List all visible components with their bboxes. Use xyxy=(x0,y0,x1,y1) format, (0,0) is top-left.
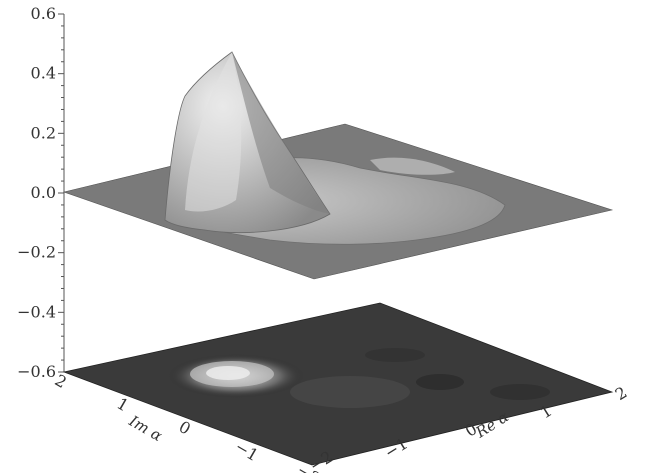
z-tick-label: 0.2 xyxy=(31,123,56,142)
im-tick-label: 1 xyxy=(114,394,132,416)
im-axis-label: Im α xyxy=(125,411,165,445)
z-tick-label: −0.4 xyxy=(17,302,56,321)
surface-peak-facet xyxy=(185,52,242,212)
re-tick-label: 2 xyxy=(612,383,631,405)
surface-ridge-highlight xyxy=(370,157,455,175)
z-axis-ticks: 0.6 0.4 0.2 0.0 −0.2 −0.4 −0.6 xyxy=(17,4,64,381)
z-tick-label: −0.2 xyxy=(17,243,56,262)
z-tick-label: −0.6 xyxy=(17,362,56,381)
z-tick-label: 0.6 xyxy=(31,4,56,23)
z-tick-label: 0.4 xyxy=(31,64,56,83)
surface-peak-shadow xyxy=(232,52,330,214)
z-tick-label: 0.0 xyxy=(31,183,56,202)
contour-density xyxy=(168,348,550,408)
im-tick-label: 0 xyxy=(176,417,194,439)
